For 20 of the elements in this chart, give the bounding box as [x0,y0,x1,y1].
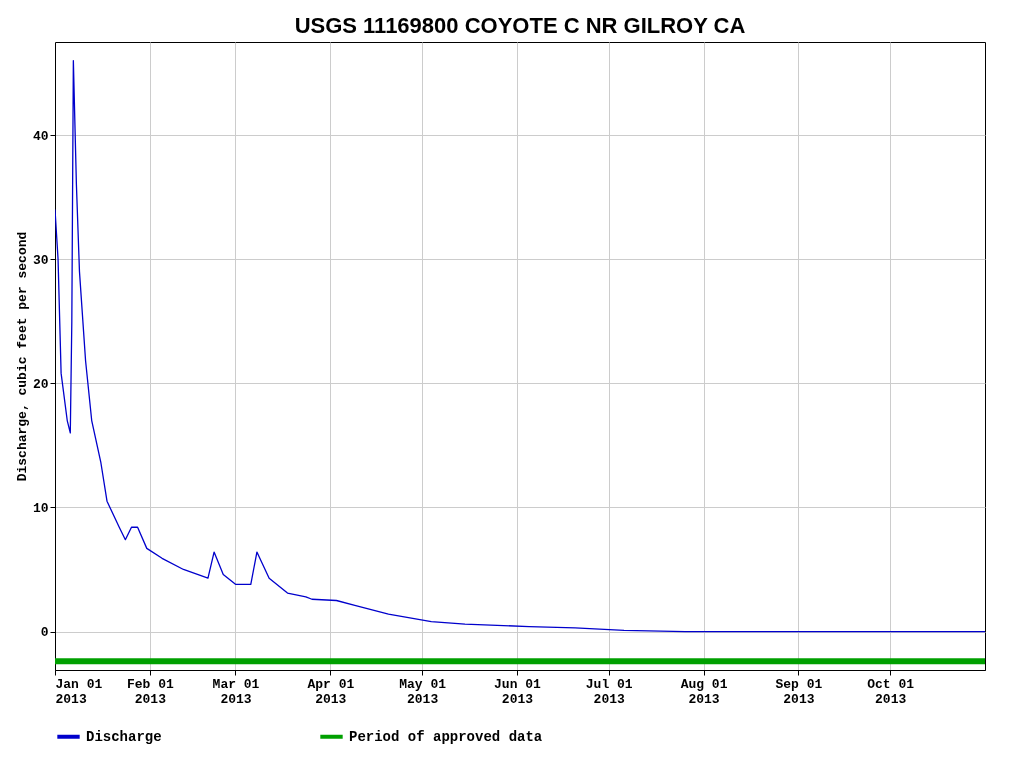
x-tick-label: Oct 01 2013 [867,676,915,707]
y-tick-label: 30 [32,252,49,268]
y-tick-label: 20 [32,376,49,392]
legend-label: Period of approved data [349,728,543,745]
x-tick-label: Feb 01 2013 [126,676,174,707]
legend-label: Discharge [86,728,162,745]
y-tick-label: 0 [40,625,49,641]
y-axis-title: Discharge, cubic feet per second [14,231,30,482]
y-tick-label: 40 [32,128,49,144]
line-series [55,59,985,633]
chart-title: USGS 11169800 COYOTE C NR GILROY CA [294,13,746,38]
x-tick-label: Jun 01 2013 [494,676,542,707]
x-tick-label: Apr 01 2013 [307,676,355,707]
x-tick-label: Sep 01 2013 [775,676,823,707]
x-tick-label: May 01 2013 [399,676,447,707]
x-tick-label: Aug 01 2013 [680,676,728,707]
y-tick-label: 10 [32,500,49,516]
x-tick-label: Jul 01 2013 [585,676,633,707]
x-tick-label: Jan 01 2013 [55,676,103,707]
x-tick-label: Mar 01 2013 [212,676,260,707]
